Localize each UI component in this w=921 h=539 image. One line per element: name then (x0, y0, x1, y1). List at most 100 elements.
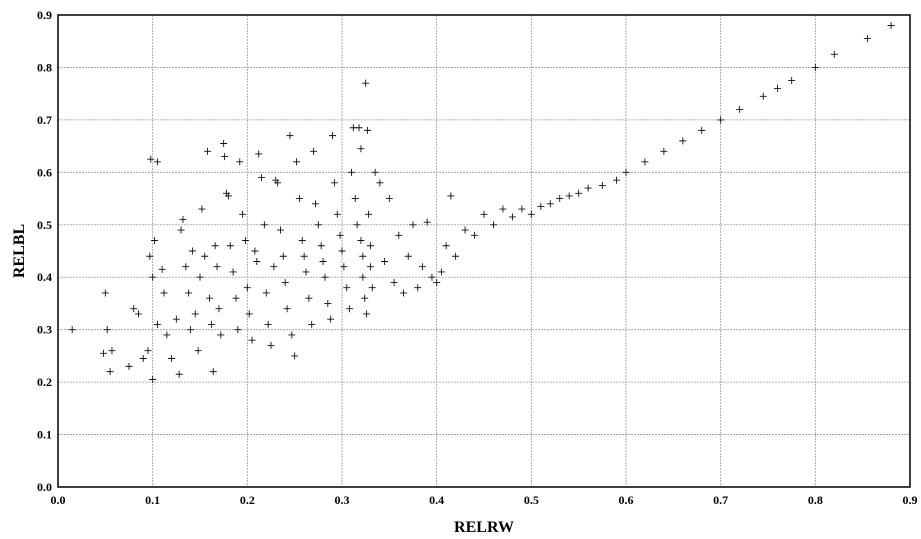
data-point (232, 294, 240, 302)
data-point (508, 213, 516, 221)
data-point (310, 147, 318, 155)
data-point (321, 273, 329, 281)
data-point (188, 247, 196, 255)
data-point (196, 273, 204, 281)
data-point (537, 202, 545, 210)
data-point (364, 126, 372, 134)
data-point (385, 195, 393, 203)
data-point (499, 205, 507, 213)
data-point (362, 79, 370, 87)
data-point (144, 347, 152, 355)
data-point (300, 252, 308, 260)
y-tick-label: 0.1 (37, 428, 52, 442)
data-point (229, 268, 237, 276)
data-point (343, 284, 351, 292)
data-point (153, 158, 161, 166)
data-point (433, 278, 441, 286)
data-point (759, 92, 767, 100)
data-point (830, 50, 838, 58)
data-point (366, 242, 374, 250)
data-point (134, 310, 142, 318)
data-point (217, 331, 225, 339)
data-point (125, 362, 133, 370)
data-point (130, 305, 138, 313)
data-point (239, 210, 247, 218)
data-point (99, 349, 107, 357)
data-point (291, 352, 299, 360)
x-tick-label: 0.8 (808, 493, 823, 507)
data-point (357, 145, 365, 153)
data-point (293, 158, 301, 166)
data-point (333, 210, 341, 218)
data-point (437, 268, 445, 276)
data-point (305, 294, 313, 302)
data-point (158, 265, 166, 273)
data-point (368, 284, 376, 292)
data-point (191, 310, 199, 318)
data-point (187, 326, 195, 334)
y-tick-label: 0.7 (37, 113, 52, 127)
data-point (381, 257, 389, 265)
data-point (139, 355, 147, 363)
data-point (198, 205, 206, 213)
data-point (153, 320, 161, 328)
data-point (366, 263, 374, 271)
data-point (395, 231, 403, 239)
data-point (175, 370, 183, 378)
data-point (613, 176, 621, 184)
data-point (324, 299, 332, 307)
data-point (302, 268, 310, 276)
data-point (108, 347, 116, 355)
data-point (160, 289, 168, 297)
data-point (279, 252, 287, 260)
data-point (251, 247, 259, 255)
data-point (248, 336, 256, 344)
data-point (163, 331, 171, 339)
data-point (314, 221, 322, 229)
data-point (329, 132, 337, 140)
data-point (428, 273, 436, 281)
data-point (390, 278, 398, 286)
data-point (442, 242, 450, 250)
data-point (260, 221, 268, 229)
data-point (103, 326, 111, 334)
data-point (276, 226, 284, 234)
data-point (340, 263, 348, 271)
data-point (418, 263, 426, 271)
data-point (147, 155, 155, 163)
x-tick-label: 0.5 (524, 493, 539, 507)
data-point (414, 284, 422, 292)
data-point (518, 205, 526, 213)
data-point (205, 294, 213, 302)
data-point (409, 221, 417, 229)
data-point (404, 252, 412, 260)
data-point (258, 174, 266, 182)
data-point (527, 210, 535, 218)
data-point (149, 375, 157, 383)
data-point (355, 124, 363, 132)
data-point (149, 273, 157, 281)
x-tick-label: 0.3 (335, 493, 350, 507)
data-point (264, 320, 272, 328)
data-point (565, 192, 573, 200)
y-axis-title: RELBL (11, 224, 28, 278)
data-point (215, 305, 223, 313)
y-tick-label: 0.3 (37, 323, 52, 337)
data-point (185, 289, 193, 297)
data-point (182, 263, 190, 271)
data-point (698, 126, 706, 134)
data-point (68, 326, 76, 334)
data-point (371, 168, 379, 176)
x-tick-label: 0.9 (903, 493, 918, 507)
data-point (209, 368, 217, 376)
data-point (489, 221, 497, 229)
y-tick-label: 0.9 (37, 8, 52, 22)
data-point (887, 21, 895, 29)
data-points (68, 21, 895, 383)
data-point (274, 179, 282, 187)
data-point (151, 237, 159, 245)
data-point (546, 200, 554, 208)
data-point (400, 289, 408, 297)
data-point (281, 278, 289, 286)
data-point (717, 116, 725, 124)
